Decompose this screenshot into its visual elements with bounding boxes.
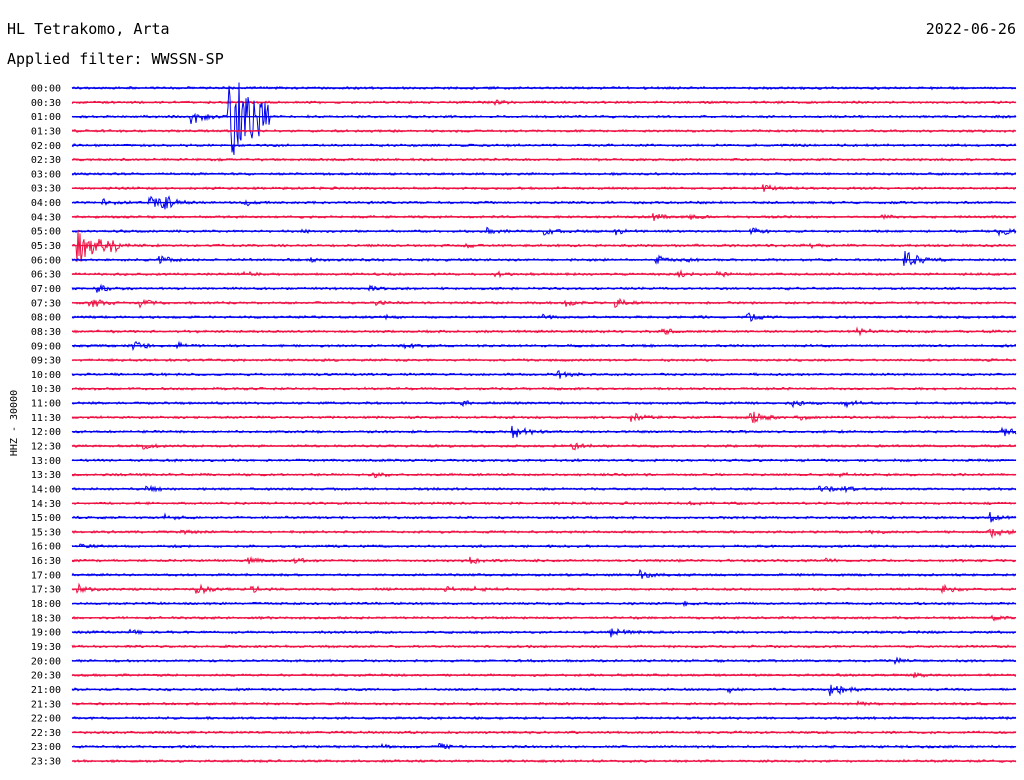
station-title: HL Tetrakomo, Arta — [7, 20, 170, 38]
trace-row-1100 — [71, 399, 1017, 409]
trace-group — [71, 82, 1017, 764]
row-label-1200: 12:00 — [31, 427, 61, 438]
row-label-0230: 02:30 — [31, 155, 61, 166]
row-label-0500: 05:00 — [31, 227, 61, 238]
row-label-0630: 06:30 — [31, 270, 61, 281]
row-label-1530: 15:30 — [31, 527, 61, 538]
row-label-1930: 19:30 — [31, 642, 61, 653]
trace-row-0600 — [71, 250, 1017, 266]
row-label-0200: 02:00 — [31, 141, 61, 152]
row-label-0930: 09:30 — [31, 356, 61, 367]
row-label-1400: 14:00 — [31, 484, 61, 495]
row-label-1330: 13:30 — [31, 470, 61, 481]
row-label-2300: 23:00 — [31, 742, 61, 753]
row-label-1900: 19:00 — [31, 628, 61, 639]
row-label-0800: 08:00 — [31, 313, 61, 324]
row-label-0400: 04:00 — [31, 198, 61, 209]
row-label-0130: 01:30 — [31, 126, 61, 137]
row-label-0830: 08:30 — [31, 327, 61, 338]
row-label-group: 00:00 00:30 01:00 01:30 02:00 02:30 03:00 03:30… — [31, 84, 61, 768]
row-label-2330: 23:30 — [31, 757, 61, 768]
row-label-1730: 17:30 — [31, 585, 61, 596]
date-label: 2022-06-26 — [925, 20, 1016, 38]
row-label-1600: 16:00 — [31, 542, 61, 553]
row-label-1300: 13:00 — [31, 456, 61, 467]
row-label-0430: 04:30 — [31, 212, 61, 223]
row-label-1000: 10:00 — [31, 370, 61, 381]
row-label-2230: 22:30 — [31, 728, 61, 739]
row-label-1800: 18:00 — [31, 599, 61, 610]
trace-row-1530 — [71, 528, 1017, 539]
trace-row-2300 — [72, 742, 1017, 750]
trace-row-2100 — [71, 684, 1017, 697]
row-label-1030: 10:30 — [31, 384, 61, 395]
row-label-1130: 11:30 — [31, 413, 61, 424]
row-label-0330: 03:30 — [31, 184, 61, 195]
row-label-1430: 14:30 — [31, 499, 61, 510]
row-label-0700: 07:00 — [31, 284, 61, 295]
filter-label: Applied filter: WWSSN-SP — [7, 50, 224, 68]
row-label-0530: 05:30 — [31, 241, 61, 252]
row-label-2100: 21:00 — [31, 685, 61, 696]
row-label-1500: 15:00 — [31, 513, 61, 524]
trace-row-1900 — [71, 628, 1017, 638]
row-label-0030: 00:30 — [31, 98, 61, 109]
row-label-2000: 20:00 — [31, 656, 61, 667]
row-label-2030: 20:30 — [31, 671, 61, 682]
row-label-2130: 21:30 — [31, 699, 61, 710]
trace-row-0100 — [71, 82, 1017, 155]
y-axis-label: HHZ - 30000 — [9, 390, 20, 456]
row-label-0730: 07:30 — [31, 298, 61, 309]
row-label-1630: 16:30 — [31, 556, 61, 567]
row-label-2200: 22:00 — [31, 714, 61, 725]
row-label-0100: 01:00 — [31, 112, 61, 123]
row-label-0900: 09:00 — [31, 341, 61, 352]
row-label-0000: 00:00 — [31, 84, 61, 95]
row-label-1830: 18:30 — [31, 613, 61, 624]
row-label-0600: 06:00 — [31, 255, 61, 266]
row-label-0300: 03:00 — [31, 169, 61, 180]
row-label-1100: 11:00 — [31, 399, 61, 410]
row-label-1700: 17:00 — [31, 570, 61, 581]
row-label-1230: 12:30 — [31, 442, 61, 453]
